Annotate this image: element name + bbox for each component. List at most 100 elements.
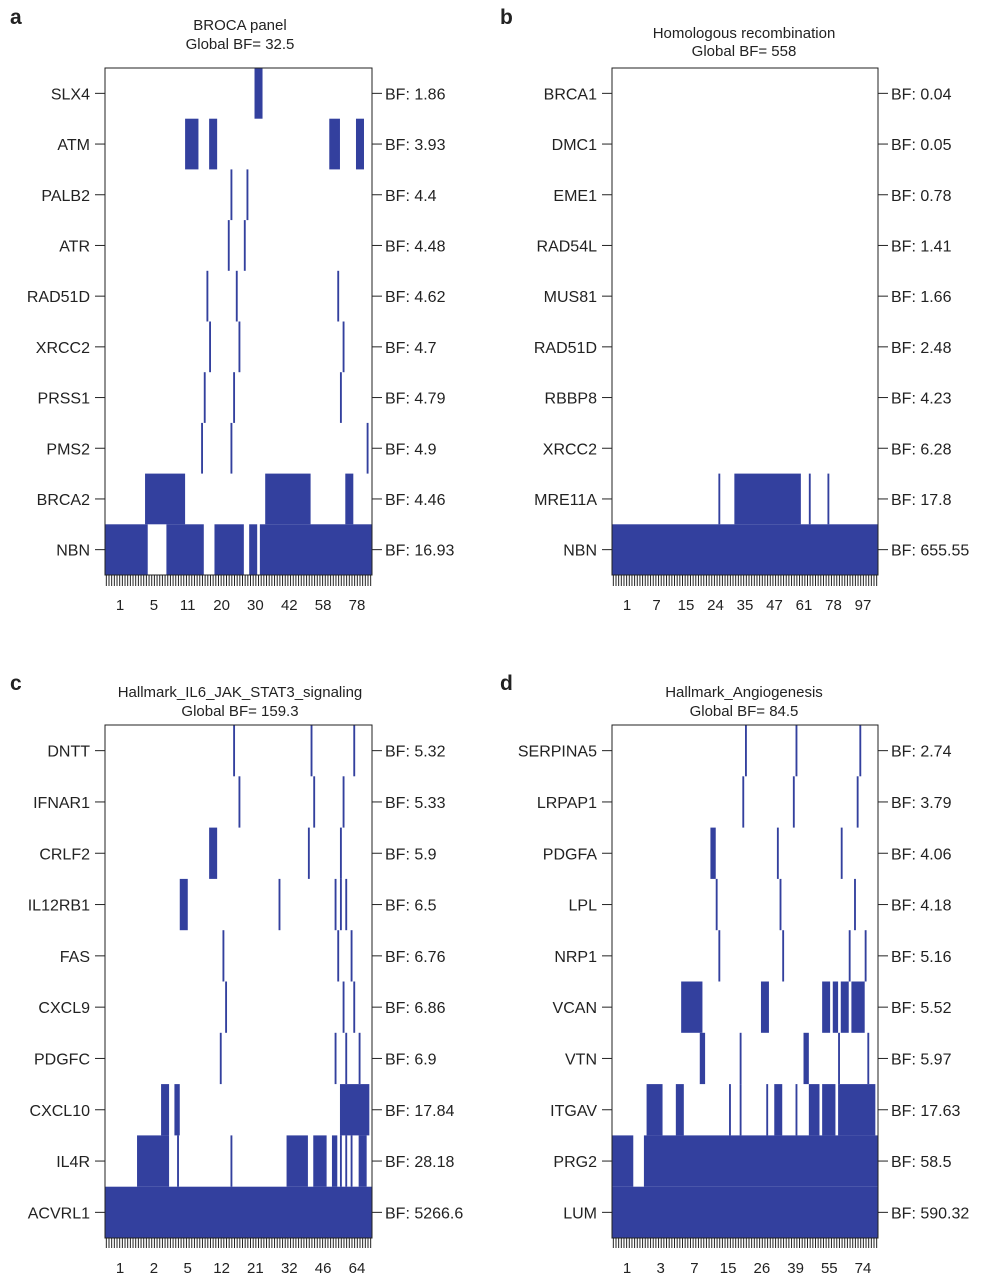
x-tick-label: 47 [766, 597, 783, 614]
heatmap-cell [646, 1084, 663, 1136]
heatmap-cell [259, 524, 372, 575]
heatmap-cell [225, 981, 228, 1033]
heatmap-cell [310, 725, 313, 777]
heatmap-cell [792, 776, 795, 828]
heatmap-cell [350, 1135, 353, 1187]
x-tick-label: 61 [796, 597, 813, 614]
bf-label: BF: 6.9 [385, 1051, 437, 1068]
heatmap-cell [337, 930, 340, 982]
gene-label: SLX4 [51, 86, 90, 103]
heatmap-cell [201, 422, 203, 474]
heatmap-cell [718, 930, 721, 982]
plot-frame [611, 67, 879, 576]
panel-c: c Hallmark_IL6_JAK_STAT3_signaling Global … [10, 672, 463, 1277]
bf-label: BF: 5.97 [891, 1051, 952, 1068]
x-tick-label: 32 [281, 1260, 298, 1277]
gene-label: RAD54L [537, 238, 598, 255]
x-tick-label: 46 [315, 1260, 332, 1277]
heatmap-cell [848, 930, 851, 982]
heatmap-cell [699, 1032, 706, 1085]
x-tick-label: 1 [623, 1260, 631, 1277]
heatmap-cell [795, 1084, 798, 1136]
heatmap-cell [313, 776, 316, 828]
gene-label: PDGFC [34, 1051, 90, 1068]
heatmap-cell [856, 776, 859, 828]
heatmap-cell [739, 1084, 742, 1136]
heatmap-cell [803, 1032, 809, 1085]
panel-d: d Hallmark_Angiogenesis Global BF= 84.5 SER… [500, 672, 969, 1277]
heatmap-cell [307, 827, 310, 879]
gene-label: XRCC2 [543, 441, 597, 458]
gene-label: CXCL9 [38, 1000, 90, 1017]
heatmap-cell [235, 270, 238, 322]
x-tick-label: 74 [855, 1260, 872, 1277]
panel-subtitle: Global BF= 84.5 [690, 703, 799, 720]
heatmap-cell [177, 1135, 179, 1187]
x-tick-label: 15 [678, 597, 695, 614]
heatmap-cell [339, 878, 342, 931]
bf-label: BF: 6.76 [385, 949, 446, 966]
gene-label: MRE11A [534, 492, 597, 509]
heatmap-cell [339, 372, 342, 423]
gene-label: RBBP8 [545, 391, 598, 408]
heatmap-cell [233, 725, 236, 777]
heatmap-cell [827, 473, 830, 525]
heatmap-cell [358, 1135, 367, 1187]
heatmap-cell [337, 270, 340, 322]
bf-label: BF: 17.84 [385, 1103, 454, 1120]
heatmap-cell [353, 725, 356, 777]
heatmap-cell [185, 118, 199, 170]
heatmap-cell [353, 981, 356, 1033]
heatmap-cell [345, 878, 348, 931]
heatmap-cell [832, 981, 839, 1033]
heatmap-cell [840, 827, 843, 879]
bf-label: BF: 0.05 [891, 137, 952, 154]
x-tick-label: 12 [213, 1260, 230, 1277]
heatmap-cell [822, 1084, 836, 1136]
gene-label: BRCA1 [544, 86, 597, 103]
heatmap-cell [166, 524, 204, 575]
gene-label: PDGFA [543, 846, 598, 863]
gene-label: LUM [563, 1205, 597, 1222]
heatmap-cell [230, 1135, 233, 1187]
bf-label: BF: 1.66 [891, 289, 952, 306]
heatmap-cell [265, 473, 311, 525]
gene-label: LRPAP1 [537, 795, 597, 812]
heatmap-cell [334, 878, 337, 931]
bf-label: BF: 4.79 [385, 391, 446, 408]
gene-label: BRCA2 [37, 492, 90, 509]
heatmap-cell [209, 118, 218, 170]
heatmap-cell [331, 1135, 338, 1187]
x-tick-label: 5 [150, 597, 158, 614]
heatmap-cell [334, 1032, 337, 1085]
heatmap-cell [851, 981, 865, 1033]
heatmap-cell [219, 1032, 222, 1085]
plot-frame [104, 724, 373, 1239]
gene-label: DMC1 [552, 137, 597, 154]
bf-label: BF: 4.9 [385, 441, 437, 458]
heatmap-cell [776, 827, 779, 879]
bf-label: BF: 0.04 [891, 86, 952, 103]
heatmap-cell [350, 930, 353, 982]
heatmap-cell [345, 1032, 348, 1085]
heatmap-cell [206, 270, 209, 322]
x-tick-label: 64 [349, 1260, 366, 1277]
bf-label: BF: 4.4 [385, 188, 437, 205]
heatmap-cell [161, 1084, 170, 1136]
panel-title: Hallmark_Angiogenesis [665, 684, 823, 701]
panel-subtitle: Global BF= 32.5 [186, 36, 295, 53]
heatmap-cell [612, 1135, 634, 1187]
heatmap-cell [222, 930, 225, 982]
heatmap-cell [366, 422, 369, 474]
x-tick-label: 1 [623, 597, 631, 614]
heatmap-cell [339, 827, 342, 879]
bf-label: BF: 5.32 [385, 744, 446, 761]
bf-label: BF: 4.23 [891, 391, 952, 408]
bf-label: BF: 5.16 [891, 949, 952, 966]
gene-label: RAD51D [534, 340, 597, 357]
x-tick-label: 78 [349, 597, 366, 614]
plot-frame [611, 724, 879, 1239]
gene-label: PALB2 [41, 188, 90, 205]
gene-label: PRG2 [553, 1154, 597, 1171]
bf-label: BF: 4.62 [385, 289, 446, 306]
